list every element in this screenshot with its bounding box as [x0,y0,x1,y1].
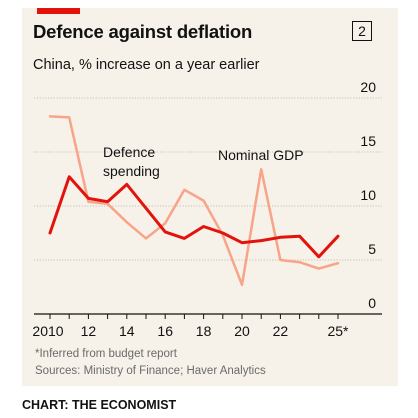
chart-number-badge: 2 [352,21,372,41]
y-tick-label: 10 [360,187,376,203]
series-label-defence-spending: spending [103,163,160,179]
x-tick-label: 14 [119,323,135,339]
x-tick-label: 25* [327,323,349,339]
series-line-nominal-gdp [48,115,340,287]
y-axis-labels: 0 5 10 15 20 [360,79,376,311]
y-tick-label: 0 [368,295,376,311]
source-note: Sources: Ministry of Finance; Haver Anal… [35,365,266,377]
accent-bar [37,8,80,14]
series-label-nominal-gdp: Nominal GDP [218,147,304,163]
x-tick-label: 22 [273,323,289,339]
gridlines [34,97,382,261]
x-tick-label: 18 [196,323,212,339]
y-tick-label: 15 [360,133,376,149]
y-tick-label: 5 [368,241,376,257]
x-tick-label: 20 [234,323,250,339]
footnote: *Inferred from budget report [35,348,177,360]
y-tick-label: 20 [360,79,376,95]
x-tick-label: 2010 [32,323,63,339]
chart-subtitle: China, % increase on a year earlier [33,57,260,73]
x-tick-label: 12 [81,323,97,339]
chart-credit: CHART: THE ECONOMIST [22,398,177,412]
series-labels: Nominal GDP Defence spending [103,144,304,179]
x-axis: 2010 12 14 16 18 20 22 25* [32,313,382,339]
series-line-defence-spending [48,175,340,259]
x-tick-label: 16 [157,323,173,339]
chart-title: Defence against deflation [33,21,253,42]
series-lines [48,115,340,287]
series-label-defence-spending: Defence [103,144,155,160]
chart-panel [22,8,398,386]
